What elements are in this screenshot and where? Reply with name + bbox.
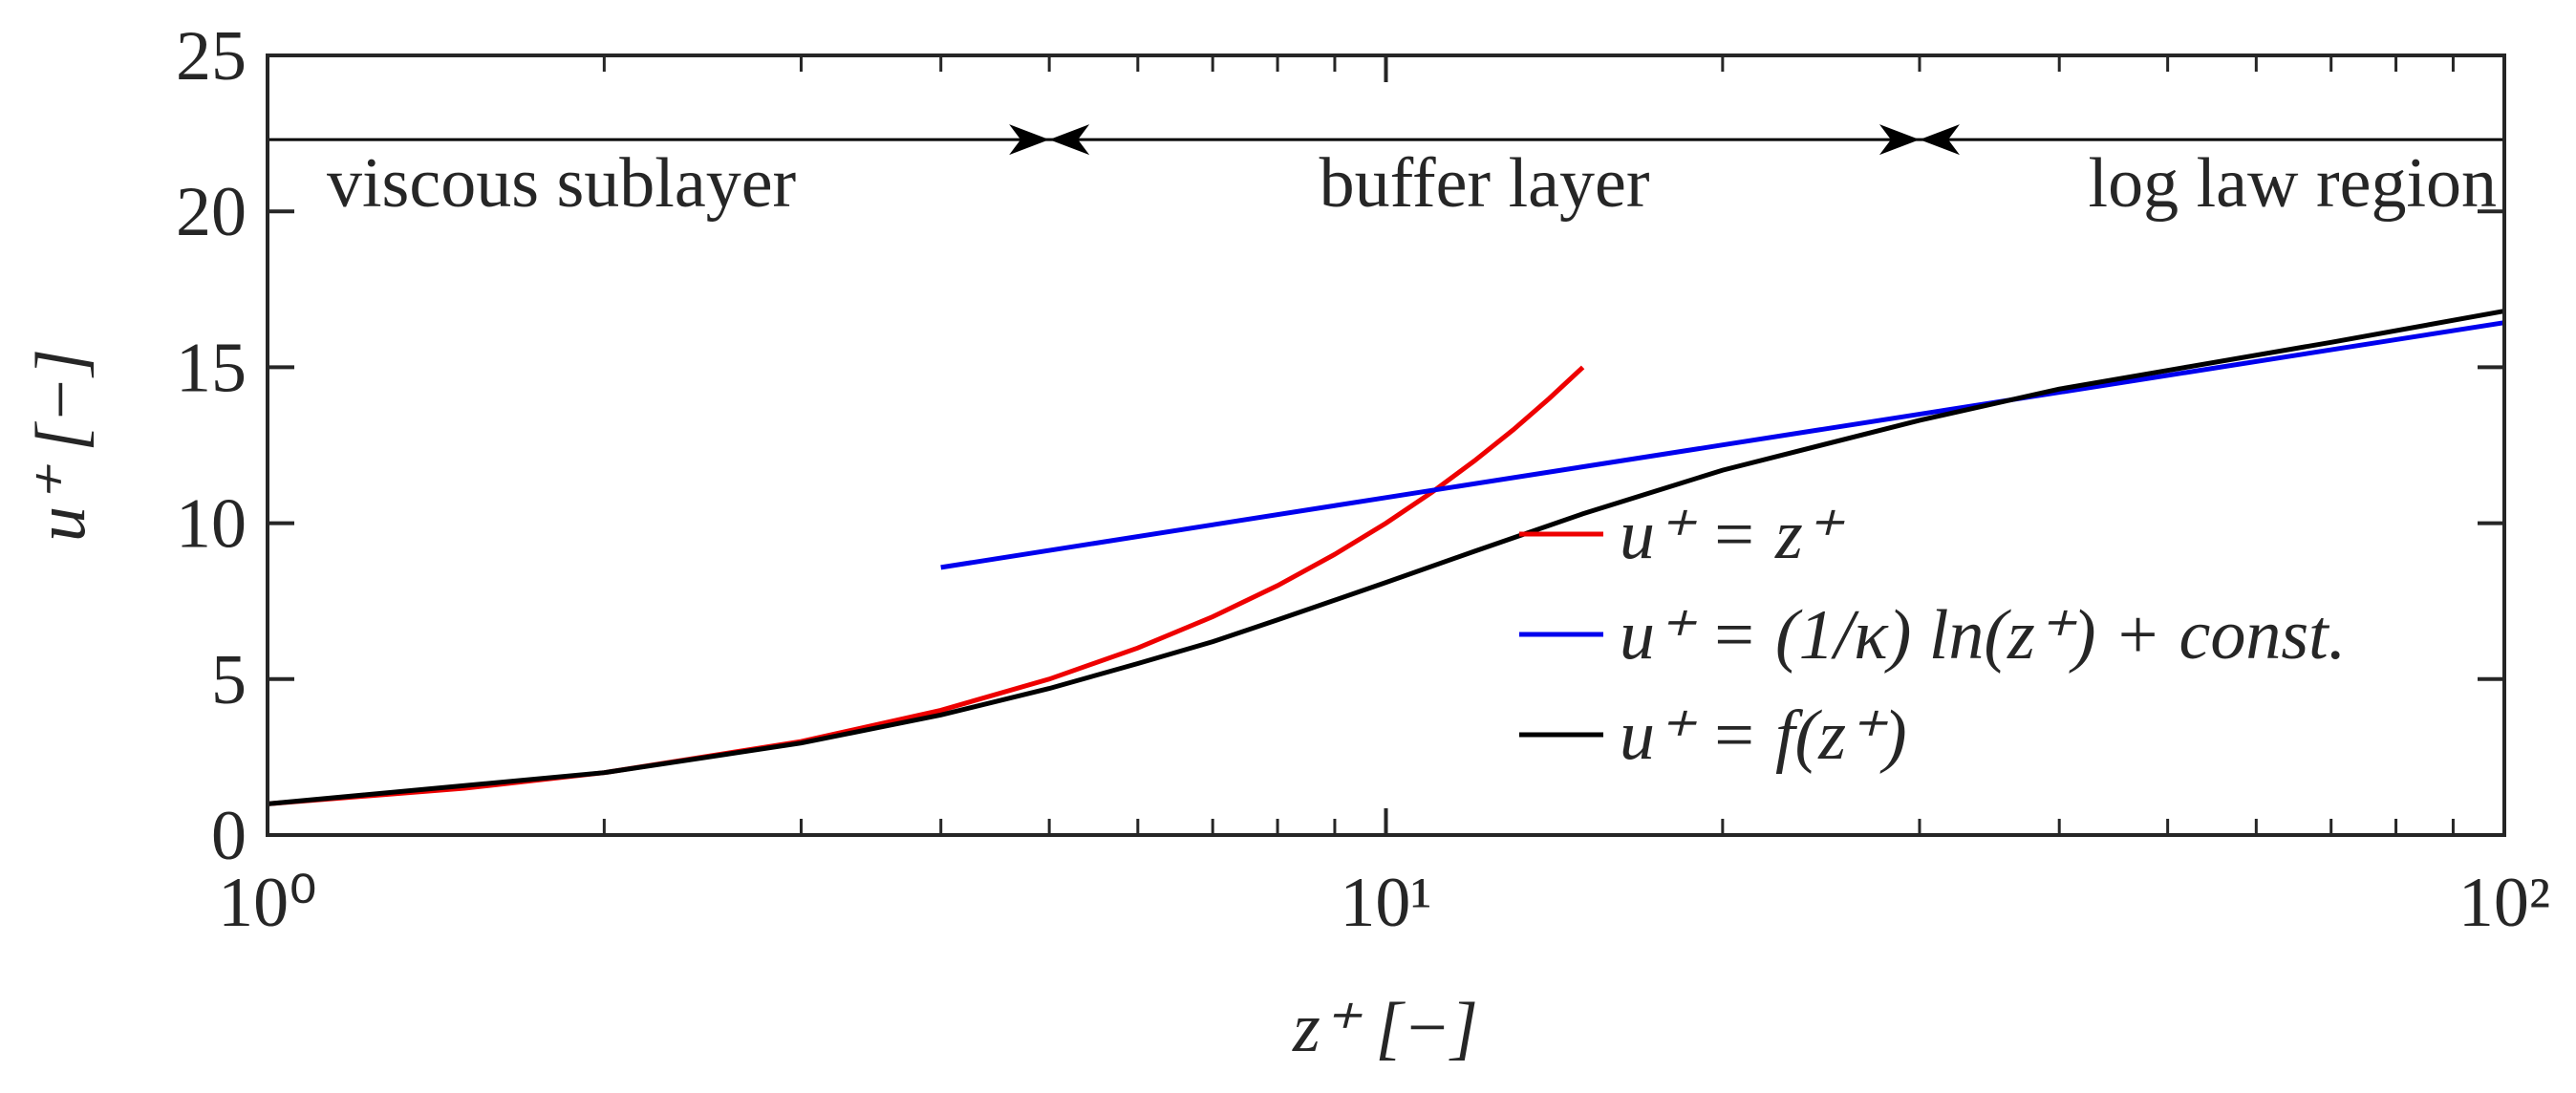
- x-tick-label: 10¹: [1340, 864, 1431, 942]
- y-tick-label: 15: [176, 329, 247, 407]
- region-arrow: [1878, 124, 1960, 156]
- plot-frame: [266, 54, 2506, 837]
- y-tick-label: 25: [176, 17, 247, 96]
- y-axis-label: u⁺ [−]: [22, 349, 100, 542]
- x-tick-label: 10²: [2458, 864, 2550, 942]
- region-label: buffer layer: [1320, 144, 1650, 223]
- line-series: [267, 365, 1585, 806]
- y-tick-label: 10: [176, 485, 247, 564]
- y-tick-label: 20: [176, 173, 247, 251]
- x-tick-label: 10⁰: [218, 864, 317, 942]
- line-series: [267, 309, 2505, 806]
- region-label: log law region: [2089, 144, 2497, 223]
- region-label: viscous sublayer: [327, 144, 796, 223]
- y-tick-label: 5: [211, 641, 247, 719]
- line-series: [940, 320, 2505, 570]
- x-axis-label: z⁺ [−]: [1292, 989, 1478, 1067]
- legend-label: u⁺ = z⁺: [1620, 496, 1845, 574]
- y-tick-label: 0: [211, 797, 247, 875]
- legend-label: u⁺ = (1/κ) ln(z⁺) + const.: [1620, 596, 2346, 675]
- legend-label: u⁺ = f(z⁺): [1620, 697, 1907, 775]
- region-arrow: [1009, 124, 1090, 156]
